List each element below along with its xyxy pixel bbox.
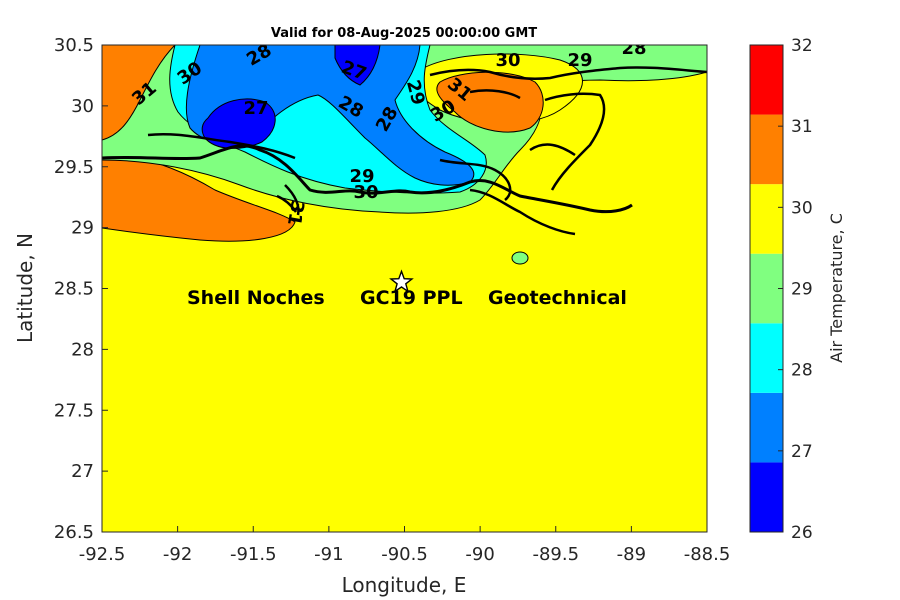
coastline-delta	[439, 92, 606, 236]
colorbar-tick-label: 26	[791, 523, 813, 543]
map-area[interactable]: 31 30 28 27 27 28 28 29 31 30 30 29 28 2…	[102, 38, 707, 532]
y-tick-label: 27	[71, 461, 94, 482]
x-tick-label: -92.5	[79, 544, 126, 565]
site-label-name: Shell Noches	[187, 287, 325, 309]
plot-title: Valid for 08-Aug-2025 00:00:00 GMT	[271, 26, 537, 41]
contour-label: 29	[567, 50, 592, 71]
x-tick-label: -90	[465, 544, 494, 565]
contour-label: 28	[621, 38, 646, 59]
x-tick-label: -88.5	[684, 544, 731, 565]
coastline-west-island	[276, 184, 300, 216]
colorbar-tick-label: 27	[791, 442, 813, 462]
contour-label: 31	[283, 199, 308, 227]
x-tick-label: -90.5	[381, 544, 428, 565]
site-label-type: Geotechnical	[488, 287, 627, 309]
colorbar-tick-label: 32	[791, 36, 813, 56]
colorbar-label: Air Temperature, C	[827, 213, 846, 363]
site-label-code: GC19 PPL	[360, 287, 463, 309]
contour-label: 30	[353, 182, 378, 203]
coastline-north	[429, 66, 707, 100]
x-tick-label: -89	[617, 544, 646, 565]
contour-band-26-north	[334, 45, 381, 86]
y-tick-label: 30.5	[54, 35, 94, 56]
x-tick-label: -89.5	[532, 544, 579, 565]
contour-band-31-west	[102, 149, 296, 242]
colorbar-tick-label: 31	[791, 117, 813, 137]
x-tick-label: -91	[314, 544, 343, 565]
coastline-inner	[147, 132, 296, 160]
y-tick-label: 27.5	[54, 400, 94, 421]
colorbar-swatch	[750, 253, 783, 324]
colorbar-tick-label: 29	[791, 280, 813, 300]
contour-band-26-west	[201, 98, 276, 149]
y-tick-label: 29.5	[54, 157, 94, 178]
colorbar-swatch	[750, 45, 783, 115]
colorbar-tick-label: 28	[791, 361, 813, 381]
coastline	[102, 144, 633, 214]
colorbar-swatch	[750, 323, 783, 393]
star-marker[interactable]	[389, 269, 414, 293]
contour-label: 27	[243, 98, 268, 119]
contour-label: 30	[495, 50, 520, 71]
x-axis-ticks: -92.5 -92 -91.5 -91 -90.5 -90 -89.5 -89 -88.5	[79, 526, 731, 565]
contour-band-29-offshore	[511, 251, 529, 265]
contour-label: 29	[349, 166, 374, 187]
colorbar: 26 27 28 29 30 31 32	[749, 36, 813, 543]
contour-band-31-northwest	[102, 45, 176, 141]
y-tick-label: 29	[71, 218, 94, 239]
colorbar-swatch	[750, 462, 783, 532]
y-tick-label: 30	[71, 96, 94, 117]
y-tick-label: 28	[71, 339, 94, 360]
colorbar-swatch	[750, 184, 783, 254]
colorbar-tick-label: 30	[791, 198, 813, 218]
colorbar-swatch	[750, 114, 783, 185]
x-tick-label: -92	[163, 544, 192, 565]
colorbar-swatch	[750, 392, 783, 463]
y-axis-ticks: 26.5 27 27.5 28 28.5 29 29.5 30 30.5	[54, 35, 108, 543]
y-axis-label: Latitude, N	[13, 233, 37, 343]
y-tick-label: 28.5	[54, 279, 94, 300]
x-axis-label: Longitude, E	[342, 573, 467, 597]
y-tick-label: 26.5	[54, 522, 94, 543]
x-tick-label: -91.5	[230, 544, 277, 565]
